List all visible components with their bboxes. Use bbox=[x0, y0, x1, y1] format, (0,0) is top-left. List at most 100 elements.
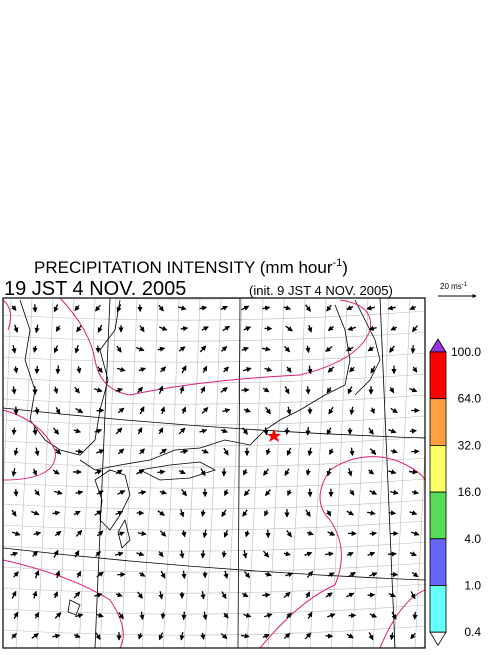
wind-arrow bbox=[202, 633, 203, 639]
wind-arrow bbox=[262, 595, 269, 596]
wind-arrow bbox=[243, 510, 247, 516]
colorbar-label: 0.4 bbox=[464, 625, 481, 639]
wind-arrow bbox=[178, 307, 186, 309]
wind-arrow bbox=[347, 307, 353, 310]
grid-line bbox=[310, 298, 326, 648]
wind-arrow bbox=[12, 306, 16, 311]
wind-arrow bbox=[118, 532, 124, 534]
wind-arrow bbox=[118, 408, 124, 412]
wind-arrow bbox=[54, 428, 59, 434]
title: PRECIPITATION INTENSITY (mm hour-1) bbox=[34, 257, 348, 277]
grid-line bbox=[394, 298, 410, 648]
wind-arrow bbox=[223, 326, 230, 330]
wind-arrow bbox=[241, 306, 248, 310]
wind-arrow bbox=[14, 612, 18, 618]
wind-arrow bbox=[76, 492, 83, 493]
wind-arrow bbox=[159, 551, 163, 556]
wind-arrow bbox=[224, 448, 228, 455]
colorbar-label: 32.0 bbox=[458, 438, 482, 452]
wind-arrow bbox=[244, 550, 246, 558]
wind-arrow bbox=[368, 347, 373, 350]
wind-arrow bbox=[245, 571, 250, 577]
wind-arrow bbox=[15, 325, 18, 332]
wind-arrow bbox=[306, 510, 310, 516]
wind-arrow bbox=[326, 347, 332, 352]
wind-arrow bbox=[310, 489, 311, 497]
wind-arrow bbox=[307, 533, 313, 535]
wind-arrow bbox=[244, 327, 251, 330]
wind-arrow bbox=[139, 573, 144, 576]
wind-arrow bbox=[307, 386, 308, 393]
wind-arrow bbox=[369, 470, 374, 474]
wind-arrow bbox=[136, 470, 143, 474]
wind-arrow bbox=[244, 409, 250, 411]
wind-arrow bbox=[326, 593, 332, 597]
colorbar-label: 100.0 bbox=[451, 345, 481, 359]
wind-arrow bbox=[242, 593, 247, 596]
wind-arrow bbox=[74, 635, 80, 637]
wind-arrow bbox=[53, 512, 60, 513]
wind-arrow bbox=[221, 633, 226, 638]
wind-arrow bbox=[96, 633, 100, 640]
wind-arrow bbox=[75, 451, 82, 452]
wind-arrow bbox=[140, 449, 145, 454]
wind-arrow bbox=[56, 326, 59, 331]
wind-arrow bbox=[183, 407, 186, 413]
wind-arrow bbox=[329, 407, 333, 414]
wind-arrow bbox=[242, 348, 248, 350]
wind-arrow bbox=[54, 304, 57, 311]
wind-arrow bbox=[410, 553, 416, 556]
wind-arrow bbox=[204, 612, 205, 620]
wind-arrow bbox=[77, 325, 81, 331]
wind-arrow bbox=[203, 550, 204, 558]
wind-arrow bbox=[222, 510, 226, 517]
wind-arrow bbox=[243, 368, 251, 370]
wind-arrow bbox=[267, 449, 269, 455]
wind-arrow bbox=[141, 612, 142, 620]
wind-arrow bbox=[391, 451, 397, 453]
wind-arrow bbox=[158, 511, 164, 516]
wind-arrow bbox=[181, 387, 183, 394]
wind-arrow bbox=[284, 553, 290, 555]
wind-arrow bbox=[348, 386, 351, 393]
wind-arrow bbox=[390, 387, 393, 392]
wind-arrow bbox=[391, 633, 392, 640]
wind-arrow bbox=[74, 430, 81, 432]
wind-arrow bbox=[349, 468, 351, 475]
wind-arrow bbox=[157, 472, 164, 473]
wind-arrow bbox=[304, 553, 311, 556]
wind-arrow bbox=[391, 408, 397, 412]
wind-arrow bbox=[350, 490, 354, 495]
wind-arrow bbox=[391, 327, 397, 330]
grid-line bbox=[3, 563, 425, 572]
ref-vector-label: 20 ms-1 bbox=[440, 282, 468, 291]
map bbox=[0, 290, 494, 650]
grid-line bbox=[142, 298, 158, 648]
colorbar-label: 64.0 bbox=[458, 392, 482, 406]
wind-arrow bbox=[13, 345, 15, 353]
wind-arrow bbox=[180, 451, 187, 452]
wind-arrow bbox=[34, 469, 36, 475]
wind-arrow bbox=[202, 408, 207, 414]
wind-arrow bbox=[183, 571, 184, 579]
wind-arrow bbox=[74, 592, 79, 598]
wind-arrow bbox=[221, 347, 226, 352]
wind-arrow bbox=[140, 325, 144, 331]
wind-arrow bbox=[370, 491, 377, 494]
wind-arrow bbox=[179, 471, 185, 474]
wind-arrow bbox=[307, 469, 308, 475]
wind-arrow bbox=[117, 368, 125, 370]
wind-arrow bbox=[36, 325, 37, 333]
wind-arrow bbox=[138, 428, 141, 434]
grid-line bbox=[3, 332, 425, 341]
wind-arrow bbox=[98, 325, 101, 332]
wind-arrow bbox=[96, 552, 101, 557]
wind-arrow bbox=[204, 530, 206, 538]
wind-arrow bbox=[54, 491, 62, 493]
wind-arrow bbox=[262, 348, 270, 349]
wind-arrow bbox=[263, 635, 269, 638]
wind-arrow bbox=[78, 366, 79, 372]
wind-arrow bbox=[409, 389, 416, 392]
grid-line bbox=[3, 521, 425, 530]
wind-arrow bbox=[263, 388, 269, 391]
